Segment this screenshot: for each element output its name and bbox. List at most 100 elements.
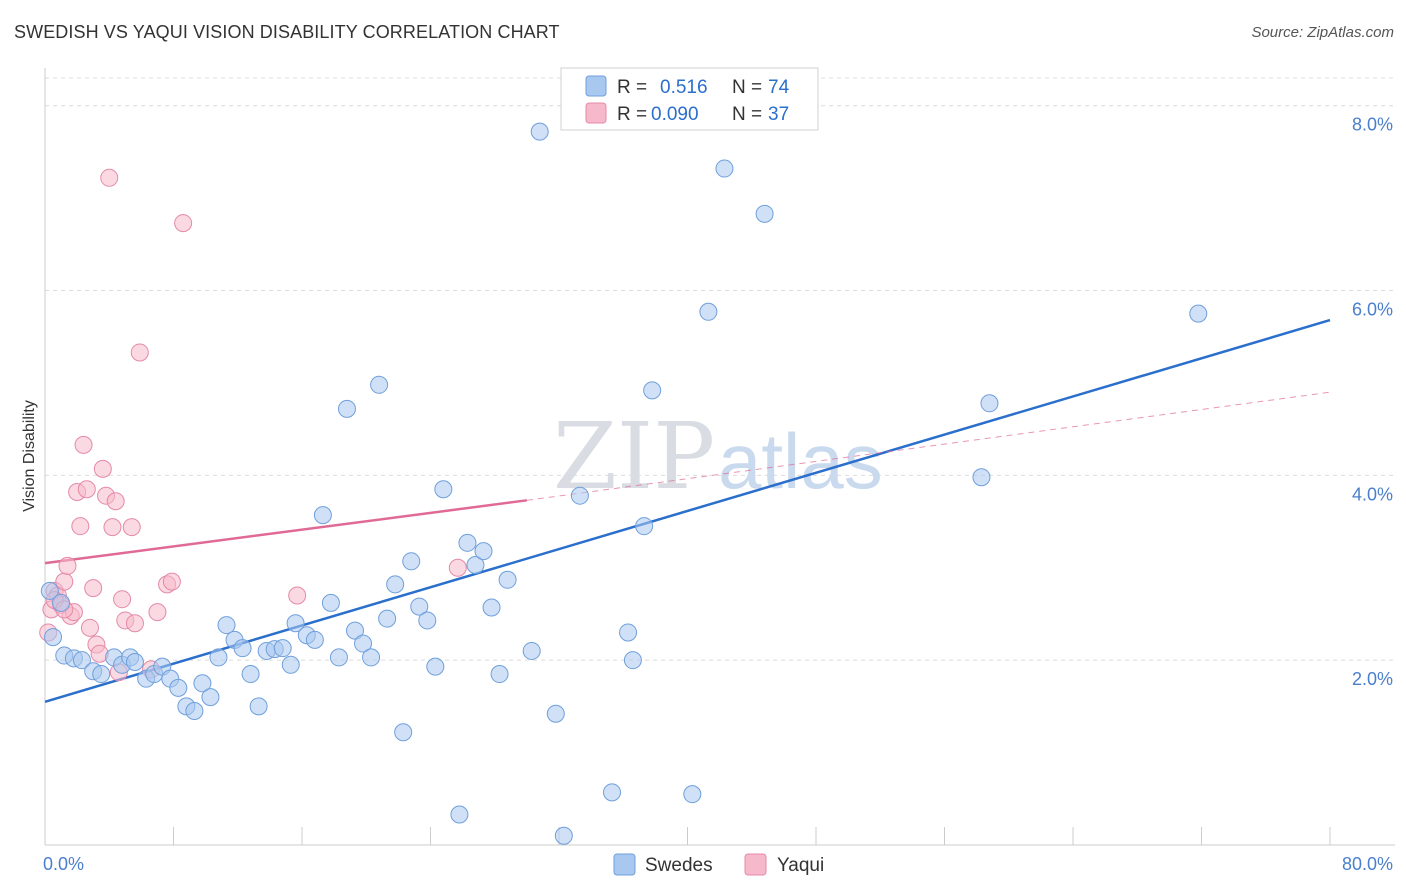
swedes-point — [286, 614, 305, 633]
y-tick-label: 4.0% — [1352, 484, 1393, 504]
swedes-point — [972, 468, 991, 487]
series-legend-label-yaqui: Yaqui — [777, 855, 824, 876]
swedes-point — [241, 665, 260, 684]
swedes-point — [44, 628, 63, 647]
swedes-point — [169, 678, 188, 697]
yaqui-point — [162, 572, 181, 591]
swedes-point — [623, 651, 642, 670]
swedes-point — [329, 648, 348, 667]
swedes-point — [193, 674, 212, 693]
source-label: Source: ZipAtlas.com — [1251, 24, 1394, 41]
yaqui-point — [125, 614, 144, 633]
swedes-point — [619, 623, 638, 642]
swedes-point — [570, 486, 589, 505]
swedes-point — [490, 665, 509, 684]
yaqui-point — [84, 579, 103, 598]
data-points — [39, 122, 1208, 845]
series-legend-swatch-swedes — [613, 853, 636, 876]
y-tick-labels: 2.0% 4.0% 6.0% 8.0% — [1352, 115, 1393, 689]
swedes-point — [434, 480, 453, 499]
x-tick-label: 0.0% — [43, 854, 84, 874]
series-legend: Swedes Yaqui — [613, 853, 824, 876]
swedes-point — [370, 375, 389, 394]
swedes-point — [683, 785, 702, 804]
legend-swatch-yaqui — [585, 102, 607, 124]
yaqui-point — [58, 556, 77, 575]
trend-line-yaqui — [44, 499, 528, 565]
swedes-point — [418, 611, 437, 630]
legend-n-label-swedes: N = — [732, 77, 762, 98]
swedes-point — [52, 593, 71, 612]
swedes-point — [201, 688, 220, 707]
watermark: ZIP atlas — [553, 403, 883, 510]
swedes-point — [394, 723, 413, 742]
swedes-point — [337, 399, 356, 418]
legend-swatch-swedes — [585, 75, 607, 97]
swedes-point — [603, 783, 622, 802]
swedes-point — [554, 826, 573, 845]
yaqui-point — [448, 558, 467, 577]
legend-r-value-yaqui: 0.090 — [651, 104, 699, 125]
y-tick-label: 6.0% — [1352, 300, 1393, 320]
legend-r-label-yaqui: R = — [617, 104, 647, 125]
trend-lines — [44, 318, 1331, 703]
yaqui-point — [80, 618, 99, 637]
swedes-point — [410, 597, 429, 616]
yaqui-point — [148, 603, 167, 622]
swedes-point — [546, 704, 565, 723]
yaqui-point — [122, 518, 141, 537]
swedes-point — [980, 394, 999, 413]
swedes-point — [209, 648, 228, 667]
yaqui-point — [74, 435, 93, 454]
swedes-point — [321, 593, 340, 612]
swedes-point — [715, 159, 734, 178]
swedes-point — [313, 506, 332, 525]
chart-title: SWEDISH VS YAQUI VISION DISABILITY CORRE… — [14, 22, 560, 42]
legend-n-value-yaqui: 37 — [768, 104, 789, 125]
swedes-point — [281, 655, 300, 674]
swedes-point — [482, 598, 501, 617]
legend-n-label-yaqui: N = — [732, 104, 762, 125]
swedes-point — [217, 616, 236, 635]
swedes-point — [249, 697, 268, 716]
swedes-point — [72, 651, 91, 670]
y-tick-label: 8.0% — [1352, 115, 1393, 135]
legend-n-value-swedes: 74 — [768, 77, 790, 98]
swedes-point — [362, 648, 381, 667]
correlation-legend: R = 0.516 N = 74 R = 0.090 N = 37 — [560, 67, 819, 131]
swedes-point — [92, 665, 111, 684]
x-tick-label: 80.0% — [1342, 854, 1393, 874]
swedes-point — [755, 204, 774, 223]
trend-line-swedes — [44, 318, 1331, 703]
yaqui-point — [174, 214, 193, 233]
swedes-point — [185, 702, 204, 721]
yaqui-point — [113, 590, 132, 609]
yaqui-point — [130, 343, 149, 362]
yaqui-point — [77, 480, 96, 499]
yaqui-point — [93, 459, 112, 478]
swedes-point — [474, 542, 493, 561]
y-tick-label: 2.0% — [1352, 669, 1393, 689]
swedes-point — [354, 634, 373, 653]
swedes-point — [233, 639, 252, 658]
swedes-point — [522, 641, 541, 660]
x-tick-labels: 0.0% 80.0% — [43, 854, 1393, 874]
swedes-point — [386, 575, 405, 594]
swedes-point — [458, 533, 477, 552]
series-legend-label-swedes: Swedes — [645, 855, 713, 876]
swedes-point — [1189, 304, 1208, 323]
swedes-point — [699, 302, 718, 321]
yaqui-point — [100, 168, 119, 187]
swedes-point — [402, 552, 421, 571]
swedes-point — [498, 570, 517, 589]
swedes-point — [466, 555, 485, 574]
legend-r-label-swedes: R = — [617, 77, 647, 98]
legend-r-value-swedes: 0.516 — [660, 77, 708, 98]
swedes-point — [635, 517, 654, 536]
yaqui-point — [288, 586, 307, 605]
swedes-point — [378, 609, 397, 628]
y-axis-title: Vision Disability — [21, 400, 38, 512]
yaqui-point — [55, 572, 74, 591]
yaqui-point — [103, 518, 122, 537]
